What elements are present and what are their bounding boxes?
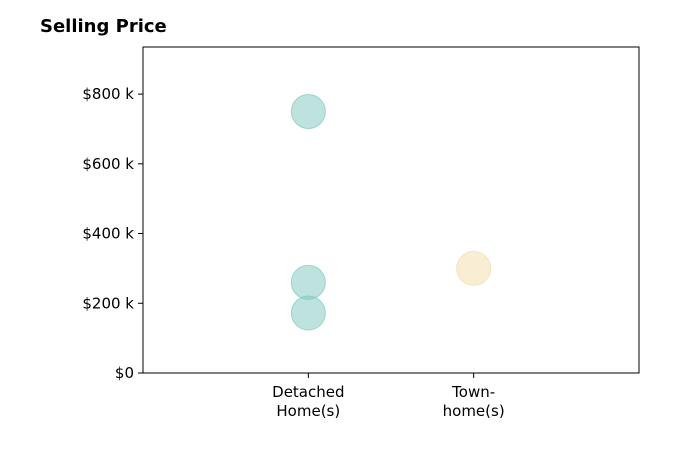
plot-area-frame — [142, 46, 640, 374]
x-tick-label: Town-home(s) — [443, 383, 505, 420]
x-tick-label: Detached Home(s) — [272, 383, 344, 420]
data-point — [290, 264, 326, 300]
data-point — [456, 250, 492, 286]
y-tick-label: $400 k — [82, 225, 134, 243]
x-axis: Detached Home(s) Town-home(s) — [272, 373, 505, 420]
y-tick-label: $0 — [115, 364, 134, 382]
data-point — [290, 295, 326, 331]
data-point — [290, 94, 326, 130]
chart-title: Selling Price — [40, 16, 167, 37]
y-tick-label: $200 k — [82, 294, 134, 312]
data-points — [290, 94, 492, 331]
y-axis: $0 $200 k $400 k $600 k $800 k — [82, 85, 143, 382]
y-tick-label: $600 k — [82, 155, 134, 173]
y-tick-label: $800 k — [82, 85, 134, 103]
